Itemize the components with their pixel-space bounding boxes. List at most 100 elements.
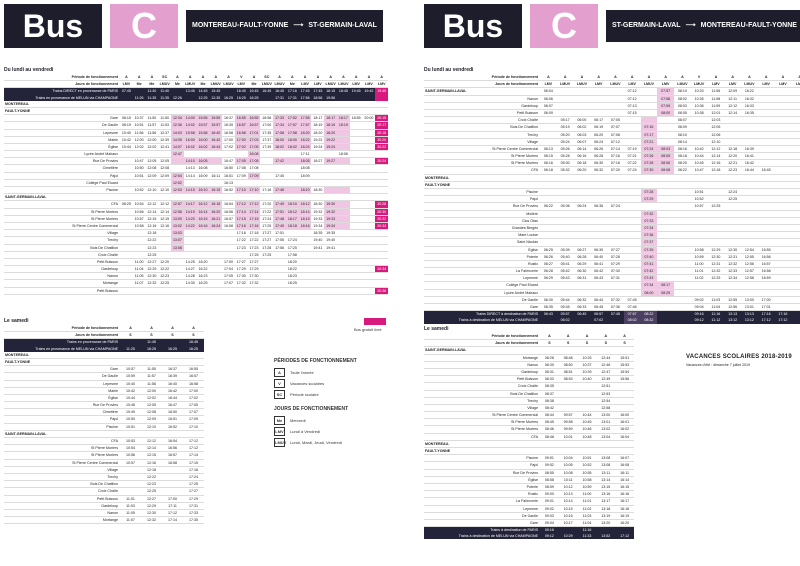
time-cell — [775, 189, 792, 195]
stop-name: St Pierre Centre Commercial — [492, 146, 538, 151]
time-cell: 20:24 — [375, 158, 389, 165]
time-cell — [141, 431, 162, 437]
time-cell — [324, 280, 337, 286]
time-cell: 09:00 — [544, 492, 554, 497]
time-cell — [607, 110, 624, 116]
time-cell: 18:15 — [326, 89, 336, 94]
time-cell — [375, 230, 388, 236]
time-cell: 11:26 — [134, 95, 144, 100]
time-cell: 16:20 — [209, 208, 223, 215]
time-cell — [607, 317, 624, 323]
time-cell — [286, 194, 299, 200]
legend-item: A Toute l'année — [274, 367, 394, 377]
time-cell — [350, 187, 363, 193]
time-cell: 06:20 — [577, 168, 587, 173]
time-cell — [133, 252, 146, 258]
time-cell: 13:12 — [744, 318, 754, 323]
time-cell: 12:31 — [728, 254, 738, 259]
time-cell: 16:58 — [262, 116, 272, 121]
time-cell: 17:00 — [168, 496, 177, 501]
time-cell — [363, 209, 376, 215]
time-cell: 12:02 — [147, 144, 157, 149]
stop-row: Petit Buisson 11:00 12:27 12:20 14:25 16:20 17… — [4, 259, 388, 267]
time-cell — [624, 132, 641, 138]
time-cell: 16:23 — [198, 274, 208, 279]
time-cell: 20:30 — [375, 208, 389, 215]
stop-row: Village 05:24 06:07 06:24 07:12 07:21 08:14 12:… — [424, 138, 800, 146]
time-cell: 19:45 — [364, 89, 374, 94]
stop-name: Nanon — [107, 274, 118, 279]
time-cell: 11:04 — [134, 267, 144, 272]
stop-name: La Faïencerie — [516, 499, 538, 504]
time-cell: 08:19 — [121, 123, 131, 128]
time-cell — [724, 139, 741, 145]
time-cell: 16:58 — [189, 381, 198, 386]
stop-row: Mare Louise 07:36 — [424, 232, 800, 240]
stop-name: Période de fonctionnement — [491, 334, 538, 338]
time-cell: LMUV — [325, 82, 336, 87]
time-cell: 16:45 — [275, 89, 285, 94]
time-cell — [775, 103, 792, 109]
stop-name: Trains DIRECT en provenance de PARIS — [52, 89, 118, 94]
time-cell: 17:27 — [249, 259, 259, 264]
time-cell: 16:58 — [761, 269, 771, 274]
time-cell — [120, 158, 133, 164]
time-cell: 06:00 — [577, 118, 587, 123]
time-cell — [590, 232, 607, 238]
time-cell: 12:29 — [147, 503, 156, 508]
time-cell — [197, 252, 210, 258]
time-cell — [607, 232, 624, 238]
stop-row: Croix Chaîte 12:25 17:25 17:25 17:58 — [4, 252, 388, 259]
time-cell — [337, 129, 350, 136]
time-cell — [574, 88, 591, 94]
time-cell: 12:30 — [147, 274, 157, 279]
time-cell — [337, 266, 350, 272]
stop-name: Bois De Chatillon — [90, 482, 118, 487]
stop-row: Piscine 07:28 10:51 12:24 — [424, 189, 800, 197]
time-cell: 16:45 — [262, 89, 272, 94]
time-cell — [235, 288, 248, 294]
stop-name: Gare — [530, 305, 538, 309]
time-cell: 08:22 — [640, 311, 658, 318]
time-cell: 11:58 — [147, 381, 156, 386]
stop-name: Rue De Provins — [512, 470, 538, 475]
time-cell: 14:13 — [185, 166, 195, 171]
time-cell — [791, 297, 800, 303]
time-cell: 10:36 — [694, 103, 704, 108]
time-cell — [363, 245, 376, 251]
time-cell — [590, 290, 607, 296]
time-cell — [133, 288, 146, 294]
stop-row: Gardeloup 06:07 07:13 07:59 08:03 10:36 11:59 1… — [424, 102, 800, 110]
stop-row: Gare 10:57 11:55 16:37 16:55 — [4, 366, 204, 374]
time-cell: 05:36 — [560, 204, 570, 209]
time-cell — [540, 239, 557, 245]
time-cell: A — [367, 75, 371, 79]
time-cell: 18:22 — [298, 136, 312, 143]
time-cell — [775, 218, 792, 224]
time-cell — [260, 180, 273, 186]
time-cell: 18:14 — [298, 208, 312, 215]
stop-name: Village — [107, 467, 118, 472]
time-cell — [248, 180, 261, 186]
time-cell: 07:33 — [640, 217, 658, 224]
time-cell: 16:25 — [198, 281, 208, 286]
time-cell — [791, 110, 800, 116]
time-cell — [641, 103, 658, 109]
time-cell — [559, 391, 578, 397]
time-cell: 16:51 — [168, 417, 177, 422]
time-cell — [171, 266, 184, 272]
saturday-timetable: Période de fonctionnement A A A A A Jours de f… — [424, 333, 634, 540]
time-cell: 16:18 — [620, 506, 630, 511]
time-cell — [120, 151, 133, 157]
time-cell — [674, 304, 691, 310]
stop-name: Trechy — [527, 132, 538, 137]
time-cell: 06:45 — [594, 305, 604, 309]
time-cell — [615, 441, 634, 447]
time-cell — [363, 101, 376, 107]
time-cell: A — [781, 75, 785, 79]
stop-name: FAULT-YONNE — [425, 449, 451, 453]
time-cell — [146, 101, 159, 107]
time-cell: 17:01 — [247, 129, 261, 136]
time-cell — [791, 232, 800, 238]
vacation-title: VACANCES SCOLAIRES 2018-2019 — [686, 354, 792, 360]
